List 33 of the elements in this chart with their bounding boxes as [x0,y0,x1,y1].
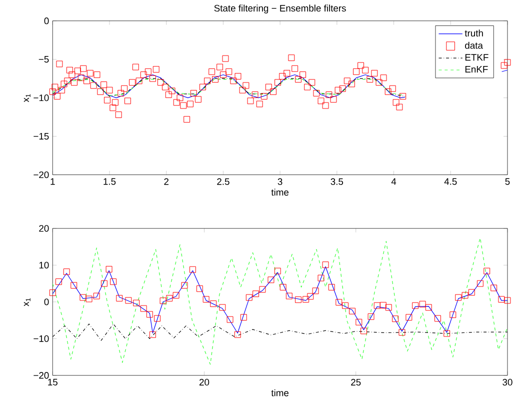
x-tick-label: 5 [505,178,510,185]
x-tick-label: 2.5 [217,178,230,185]
y-tick-label: −5 [38,56,49,63]
x-tick-label: 2 [164,178,168,185]
y-tick-label: −20 [34,372,49,379]
y-tick-label: 10 [39,262,49,268]
y-axis-title: x$_{1}$ [24,94,30,102]
y-tick-label: 0 [44,298,49,306]
x-tick-label: 25 [351,378,361,386]
legend-label: data [465,42,483,49]
x-tick-label: 20 [199,378,210,386]
y-tick-label: −20 [34,171,49,178]
x-axis-title: time [271,188,289,196]
y-axis-title: x$_{1}$ [24,298,30,306]
legend-label: truth [464,30,483,36]
x-tick-label: 3 [278,178,282,185]
x-axis-title: time [271,389,289,396]
x-tick-label: 30 [502,378,512,386]
x-tick-label: 1 [50,178,55,185]
x-tick-label: 4.5 [444,178,457,185]
chart-title: State filtering − Ensemble filters [214,4,346,14]
x-tick-label: 1.5 [104,178,116,185]
y-tick-label: −10 [34,335,49,342]
legend-label: EnKF [465,66,488,72]
y-tick-label: −15 [34,132,49,140]
y-tick-label: 20 [39,225,49,232]
y-tick-label: 0 [44,17,49,24]
x-tick-label: 3.5 [330,178,344,185]
y-tick-label: −10 [34,94,49,102]
x-tick-label: 15 [48,378,58,386]
x-tick-label: 4 [391,178,396,185]
legend-label: ETKF [465,54,488,61]
line-series [52,238,508,365]
